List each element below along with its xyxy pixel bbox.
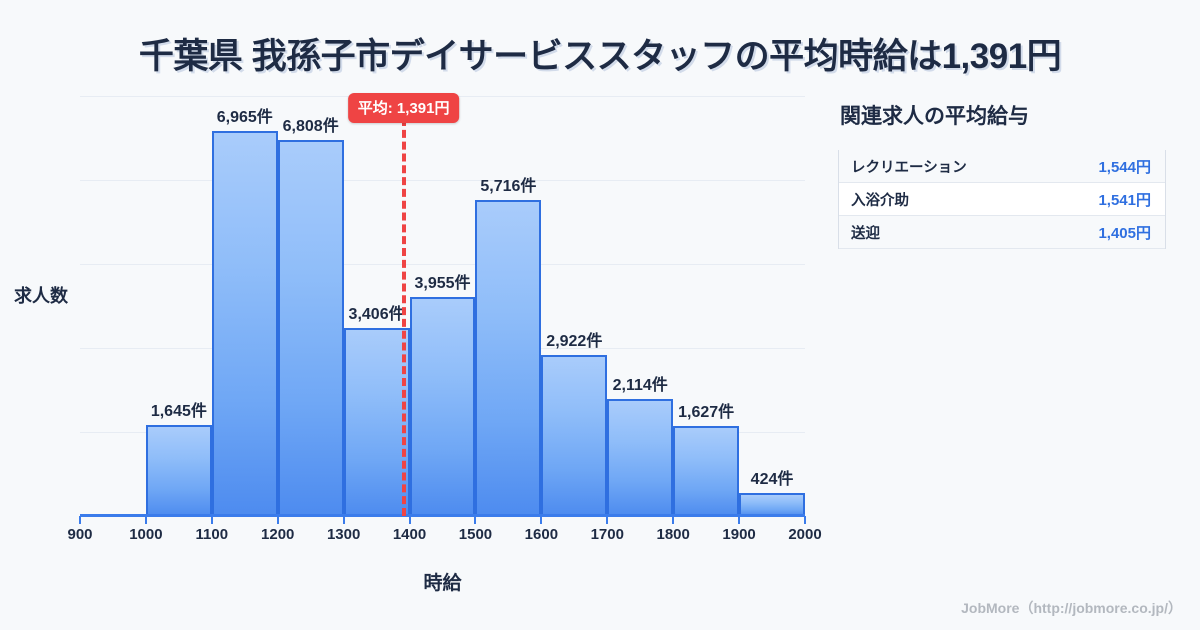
- x-tick-label: 1500: [458, 526, 493, 543]
- page-title: 千葉県 我孫子市デイサービススタッフの平均時給は1,391円: [138, 37, 1062, 76]
- x-tick-label: 1900: [722, 526, 756, 543]
- histogram-chart: 求人数 1,645件 6,965件 6,808件 3,406件 3,955件 5,716件…: [0, 90, 830, 610]
- footer-credit: JobMore（http://jobmore.co.jp/）: [961, 600, 1182, 616]
- related-salary-table: レクリエーション 1,544円入浴介助 1,541円送迎 1,405円: [838, 150, 1166, 249]
- y-axis-title: 求人数: [14, 286, 68, 306]
- bar-value-label: 1,627件: [678, 404, 735, 422]
- histogram-bar: [343, 327, 410, 516]
- histogram-bar: [739, 492, 805, 516]
- x-tick-mark: [79, 516, 81, 524]
- table-row: 送迎 1,405円: [839, 216, 1165, 249]
- x-tick-label: 1300: [326, 526, 361, 543]
- related-job-name: 入浴介助: [851, 192, 909, 209]
- histogram-bar: [607, 399, 674, 516]
- average-line: [401, 118, 406, 516]
- related-job-salary: 1,405円: [1098, 224, 1151, 242]
- x-axis-line: [80, 514, 805, 517]
- average-badge: 平均: 1,391円: [347, 93, 460, 123]
- bar-value-label: 3,955件: [414, 275, 471, 293]
- x-tick-mark: [276, 516, 279, 524]
- x-tick-label: 1600: [524, 526, 559, 543]
- bar-value-label: 6,808件: [282, 117, 339, 135]
- histogram-bar: [409, 297, 476, 516]
- gridline: [80, 264, 805, 265]
- x-tick-label: 1700: [590, 526, 624, 543]
- x-tick-mark: [210, 516, 213, 524]
- related-job-name: 送迎: [851, 225, 880, 242]
- x-tick-mark: [540, 516, 543, 524]
- bar-value-label: 3,406件: [348, 305, 405, 323]
- x-tick-label: 1800: [656, 526, 690, 543]
- x-tick-mark: [738, 516, 741, 524]
- bar-value-label: 424件: [750, 470, 794, 488]
- histogram-bar: [541, 354, 608, 516]
- bar-value-label: 2,114件: [612, 377, 668, 395]
- bar-value-label: 6,965件: [216, 109, 273, 127]
- x-tick-mark: [408, 516, 411, 524]
- x-axis-ticks: 900 1000 1100 1200 1300 1400 1500 1600 1700 1800 1…: [67, 516, 822, 556]
- table-row: レクリエーション 1,544円: [839, 150, 1165, 183]
- x-tick-label: 2000: [788, 526, 822, 543]
- x-tick-mark: [144, 516, 147, 524]
- x-tick-mark: [804, 516, 806, 524]
- related-salary-heading: 関連求人の平均給与: [840, 105, 1029, 128]
- histogram-bar: [475, 200, 542, 516]
- x-tick-label: 1000: [129, 526, 163, 543]
- x-tick-label: 1100: [195, 526, 229, 543]
- x-tick-mark: [606, 516, 609, 524]
- x-tick-mark: [342, 516, 345, 524]
- histogram-bar: [211, 131, 278, 516]
- histogram-bar: [277, 139, 344, 516]
- related-job-salary: 1,541円: [1098, 191, 1151, 209]
- x-tick-mark: [474, 516, 477, 524]
- bar-value-label: 1,645件: [150, 403, 207, 421]
- x-tick-mark: [672, 516, 675, 524]
- histogram-bar: [673, 426, 740, 516]
- related-job-salary: 1,544円: [1098, 158, 1151, 176]
- bar-value-label: 5,716件: [480, 178, 537, 196]
- bar-value-label: 2,922件: [546, 332, 603, 350]
- x-tick-label: 900: [67, 526, 93, 543]
- x-axis-title: 時給: [423, 573, 462, 594]
- plot-area: 1,645件 6,965件 6,808件 3,406件 3,955件 5,716件 2,92…: [80, 96, 805, 517]
- table-row: 入浴介助 1,541円: [839, 183, 1165, 216]
- related-salary-panel: 関連求人の平均給与 レクリエーション 1,544円入浴介助 1,541円送迎 1,40…: [838, 100, 1178, 249]
- x-tick-label: 1400: [392, 526, 427, 543]
- x-tick-label: 1200: [261, 526, 295, 543]
- related-job-name: レクリエーション: [851, 159, 967, 176]
- histogram-bar: [145, 425, 212, 516]
- gridline: [80, 180, 805, 181]
